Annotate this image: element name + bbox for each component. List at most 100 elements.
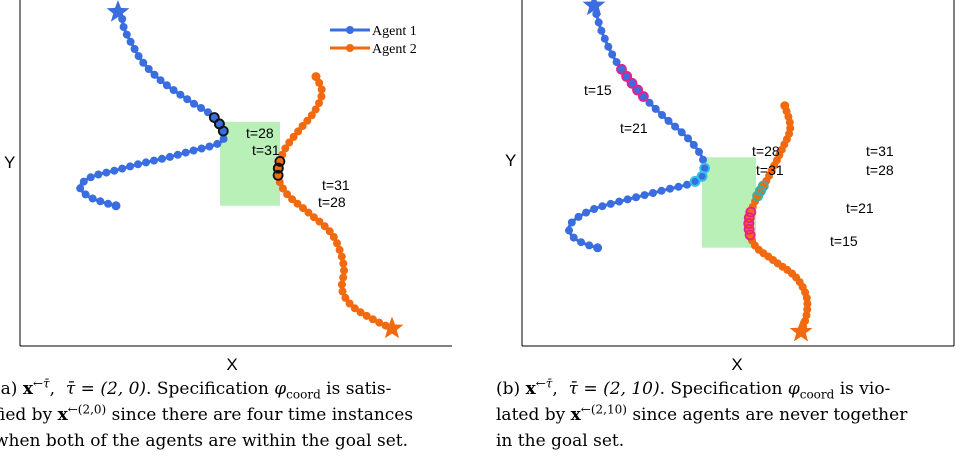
trajectory-point-agent-1 <box>169 86 178 95</box>
trajectory-point-agent-1 <box>622 72 631 81</box>
trajectory-point-agent-1 <box>666 184 674 193</box>
trajectory-point-agent-2 <box>337 252 346 261</box>
trajectory-point-agent-1 <box>695 147 703 156</box>
trajectory-point-agent-2 <box>333 239 341 248</box>
highlight-ring-black <box>272 162 284 174</box>
trajectory-point-agent-1 <box>76 184 85 193</box>
trajectory-point-agent-2 <box>339 273 348 282</box>
trajectory-point-agent-2 <box>341 293 350 302</box>
start-point-agent-1 <box>593 243 603 253</box>
trajectory-point-agent-1 <box>104 199 113 208</box>
trajectory-point-agent-1 <box>134 52 143 61</box>
trajectory-point-agent-1 <box>664 116 673 125</box>
trajectory-point-agent-1 <box>81 190 90 199</box>
trajectory-point-agent-2 <box>329 233 338 241</box>
y-axis-label: Y <box>4 153 15 172</box>
trajectory-point-agent-2 <box>309 213 318 222</box>
trajectory-point-agent-2 <box>315 78 324 87</box>
trajectory-point-agent-1 <box>658 111 666 119</box>
panel-a: X Y Agent 1 Agent 2 t=28 t=31 t=31 t=28 <box>4 0 452 374</box>
trajectory-point-agent-2 <box>315 217 324 226</box>
trajectory-point-agent-2 <box>311 105 320 114</box>
goal-star-agent-1 <box>582 0 606 16</box>
trajectory-point-agent-2 <box>307 111 316 120</box>
trajectory-point-agent-2 <box>345 299 354 308</box>
highlight-ring-magenta <box>743 218 755 229</box>
x-axis-label: X <box>226 355 237 374</box>
annotation-a2-t28: t=28 <box>318 194 346 210</box>
trajectory-point-agent-1 <box>612 58 621 67</box>
trajectory-point-agent-1 <box>144 65 153 73</box>
trajectory-point-agent-1 <box>567 218 576 227</box>
legend-marker-agent-2 <box>346 44 354 52</box>
trajectory-point-agent-1 <box>684 134 692 143</box>
trajectory-point-agent-1 <box>213 139 222 148</box>
goal-set-region <box>220 121 280 206</box>
trajectory-point-agent-2 <box>303 116 312 125</box>
trajectory-point-agent-1 <box>608 50 617 59</box>
trajectory-point-agent-2 <box>320 222 329 231</box>
highlight-ring-black <box>272 169 284 181</box>
trajectory-point-agent-1 <box>134 160 142 169</box>
trajectory-point-agent-1 <box>657 186 666 195</box>
trajectory-point-agent-1 <box>139 58 148 67</box>
trajectory-point-agent-1 <box>689 140 698 149</box>
highlight-ring-magenta <box>638 91 649 102</box>
trajectory-point-agent-1 <box>594 18 603 27</box>
trajectory-point-agent-1 <box>150 156 158 165</box>
trajectory-point-agent-2 <box>315 99 323 108</box>
trajectory-point-agent-1 <box>173 150 182 159</box>
x-axis-label: X <box>731 355 742 374</box>
annotation-b1-t28: t=28 <box>752 143 780 159</box>
trajectory-point-agent-1 <box>623 195 632 204</box>
trajectory-point-agent-1 <box>577 238 586 247</box>
trajectory-point-agent-1 <box>94 170 103 179</box>
panel-b: X Y t=15 t=21 t=28 t=31 t=31 t=28 t=21 t… <box>505 0 955 374</box>
trajectory-point-agent-2 <box>356 308 365 317</box>
trajectory-point-agent-1 <box>181 148 190 157</box>
annotation-b2-t21: t=21 <box>846 200 874 216</box>
trajectory-point-agent-1 <box>700 164 709 173</box>
trajectory-point-agent-1 <box>197 104 205 112</box>
goal-star-agent-2 <box>789 319 813 342</box>
trajectory-point-agent-1 <box>617 65 626 74</box>
trajectory-point-agent-1 <box>649 189 657 197</box>
goal-star-agent-2 <box>380 316 404 339</box>
trajectory-point-agent-1 <box>574 212 583 221</box>
legend-label-agent-2: Agent 2 <box>372 42 417 57</box>
trajectory-point-agent-1 <box>119 23 128 31</box>
highlight-ring-magenta <box>626 77 638 89</box>
trajectory-point-agent-2 <box>802 293 811 302</box>
trajectory-line-agent-2 <box>747 105 809 333</box>
trajectory-point-agent-2 <box>298 122 307 130</box>
trajectory-point-agent-1 <box>96 197 105 206</box>
trajectory-point-agent-1 <box>176 90 185 99</box>
trajectory-point-agent-1 <box>569 233 578 242</box>
trajectory-point-agent-1 <box>118 164 127 173</box>
trajectory-point-agent-2 <box>803 299 812 308</box>
trajectory-point-agent-1 <box>88 194 97 203</box>
trajectory-point-agent-2 <box>289 132 298 141</box>
trajectory-point-agent-1 <box>219 127 228 136</box>
trajectory-point-agent-2 <box>299 204 307 213</box>
trajectory-point-agent-1 <box>158 154 166 163</box>
trajectory-point-agent-1 <box>651 104 660 113</box>
start-point-agent-2 <box>311 72 321 82</box>
trajectory-point-agent-1 <box>698 172 707 181</box>
trajectory-point-agent-2 <box>375 318 384 327</box>
caption-a: (a) x←τ̄, τ̄ = (2, 0). Specification φco… <box>0 376 414 451</box>
trajectory-point-agent-1 <box>674 182 683 191</box>
trajectory-point-agent-1 <box>189 146 198 155</box>
trajectory-point-agent-1 <box>565 226 573 235</box>
highlight-ring-magenta <box>616 63 627 75</box>
annotation-b2-t15: t=15 <box>830 233 858 249</box>
annotation-b1-t15: t=15 <box>584 82 612 98</box>
trajectory-point-agent-2 <box>285 138 294 147</box>
trajectory-point-agent-1 <box>156 76 165 85</box>
legend-label-agent-1: Agent 1 <box>372 24 417 39</box>
trajectory-point-agent-2 <box>278 184 287 193</box>
highlight-ring-magenta <box>743 223 755 235</box>
trajectory-point-agent-1 <box>597 26 606 35</box>
trajectory-point-agent-1 <box>604 42 613 51</box>
trajectory-point-agent-1 <box>183 95 192 104</box>
